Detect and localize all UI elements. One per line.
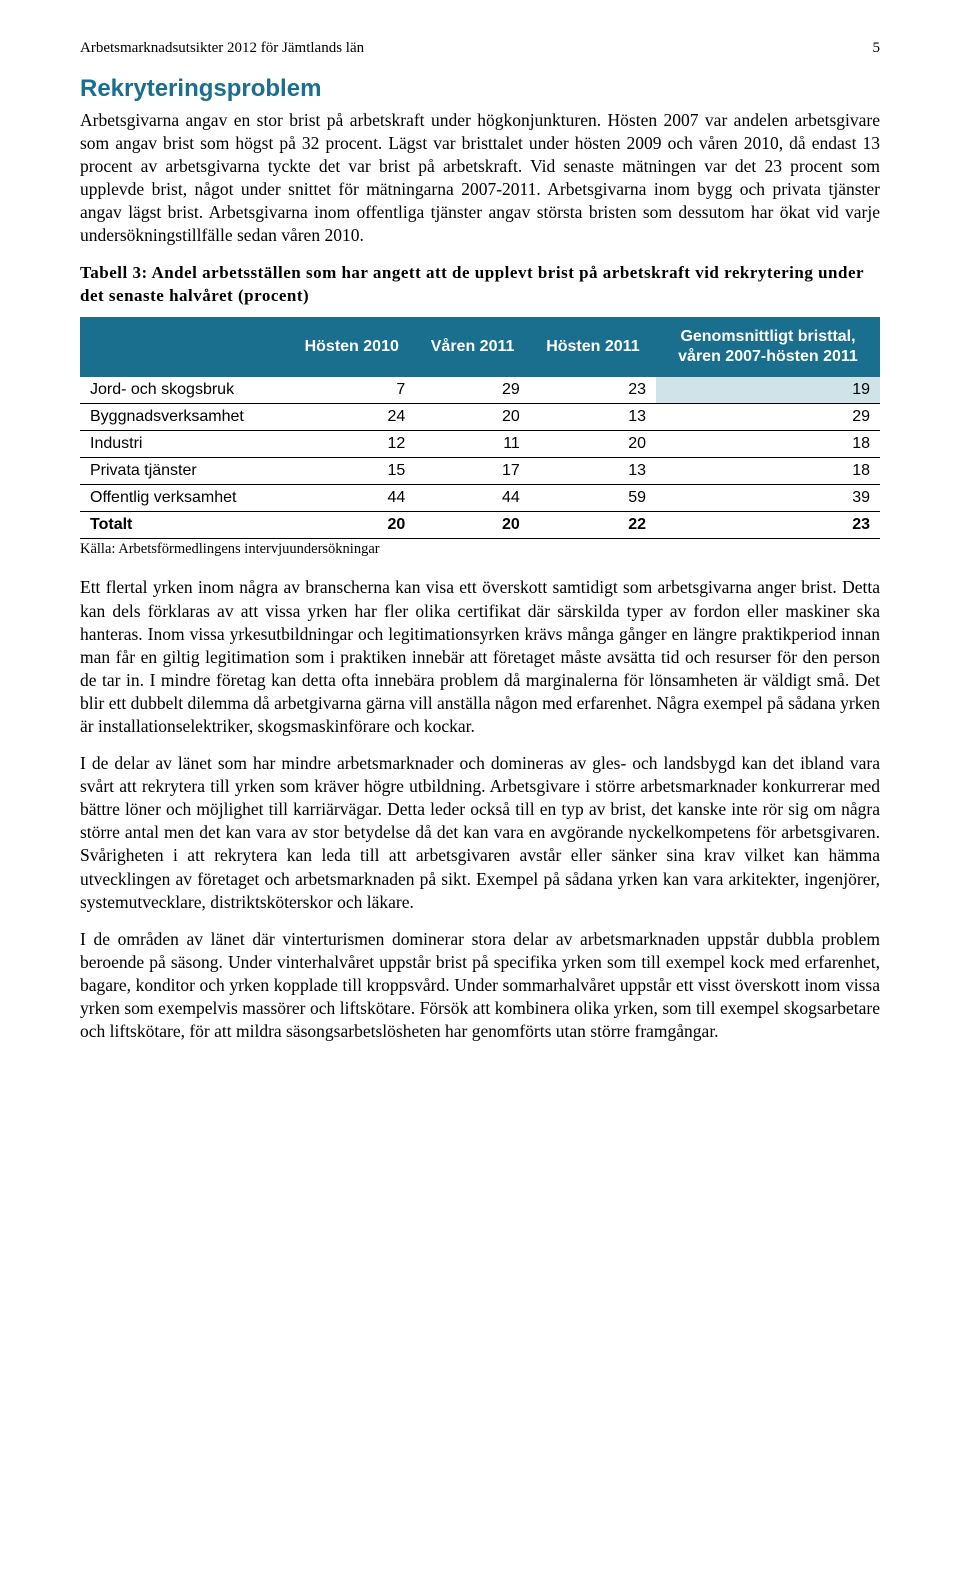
table-cell-value: 59	[530, 485, 656, 512]
table-cell-value: 11	[415, 431, 529, 458]
table-cell-value: 15	[288, 458, 415, 485]
shortage-table: Hösten 2010 Våren 2011 Hösten 2011 Genom…	[80, 317, 880, 539]
section-title: Rekryteringsproblem	[80, 75, 880, 103]
paragraph-intro: Arbetsgivarna angav en stor brist på arb…	[80, 109, 880, 248]
table-row: Privata tjänster15171318	[80, 458, 880, 485]
table-cell-value: 13	[530, 458, 656, 485]
table-header-col2: Våren 2011	[415, 317, 529, 377]
table-cell-label: Offentlig verksamhet	[80, 485, 288, 512]
table-cell-label: Byggnadsverksamhet	[80, 404, 288, 431]
table-cell-value: 39	[656, 485, 880, 512]
table-row: Industri12112018	[80, 431, 880, 458]
table-cell-value: 44	[415, 485, 529, 512]
document-page: Arbetsmarknadsutsikter 2012 för Jämtland…	[0, 0, 960, 1117]
table-cell-value: 29	[415, 377, 529, 404]
table-row: Jord- och skogsbruk7292319	[80, 377, 880, 404]
table-header-col4: Genomsnittligt bristtal, våren 2007-höst…	[656, 317, 880, 377]
table-cell-value: 20	[530, 431, 656, 458]
table-cell-value: 18	[656, 431, 880, 458]
table-row: Offentlig verksamhet44445939	[80, 485, 880, 512]
table-cell-value: 20	[415, 512, 529, 539]
table-cell-value: 23	[530, 377, 656, 404]
table-header-col3: Hösten 2011	[530, 317, 656, 377]
table-cell-label: Jord- och skogsbruk	[80, 377, 288, 404]
page-header: Arbetsmarknadsutsikter 2012 för Jämtland…	[80, 40, 880, 57]
paragraph-3: I de delar av länet som har mindre arbet…	[80, 752, 880, 914]
table-header-empty	[80, 317, 288, 377]
table-caption: Tabell 3: Andel arbetsställen som har an…	[80, 262, 880, 308]
table-cell-value: 7	[288, 377, 415, 404]
table-cell-value: 23	[656, 512, 880, 539]
table-cell-value: 18	[656, 458, 880, 485]
table-cell-value: 44	[288, 485, 415, 512]
table-cell-label: Totalt	[80, 512, 288, 539]
table-header-row: Hösten 2010 Våren 2011 Hösten 2011 Genom…	[80, 317, 880, 377]
table-row: Totalt20202223	[80, 512, 880, 539]
table-cell-value: 20	[415, 404, 529, 431]
table-cell-value: 22	[530, 512, 656, 539]
header-title: Arbetsmarknadsutsikter 2012 för Jämtland…	[80, 40, 364, 57]
table-cell-label: Industri	[80, 431, 288, 458]
table-cell-value: 12	[288, 431, 415, 458]
table-cell-value: 19	[656, 377, 880, 404]
page-number: 5	[873, 40, 881, 57]
table-header-col1: Hösten 2010	[288, 317, 415, 377]
table-cell-value: 20	[288, 512, 415, 539]
table-cell-value: 24	[288, 404, 415, 431]
table-cell-value: 29	[656, 404, 880, 431]
table-cell-label: Privata tjänster	[80, 458, 288, 485]
table-cell-value: 17	[415, 458, 529, 485]
table-cell-value: 13	[530, 404, 656, 431]
table-body: Jord- och skogsbruk7292319Byggnadsverksa…	[80, 377, 880, 539]
paragraph-4: I de områden av länet där vinterturismen…	[80, 928, 880, 1043]
table-source: Källa: Arbetsförmedlingens intervjuunder…	[80, 541, 880, 558]
paragraph-2: Ett flertal yrken inom några av bransche…	[80, 576, 880, 738]
table-row: Byggnadsverksamhet24201329	[80, 404, 880, 431]
